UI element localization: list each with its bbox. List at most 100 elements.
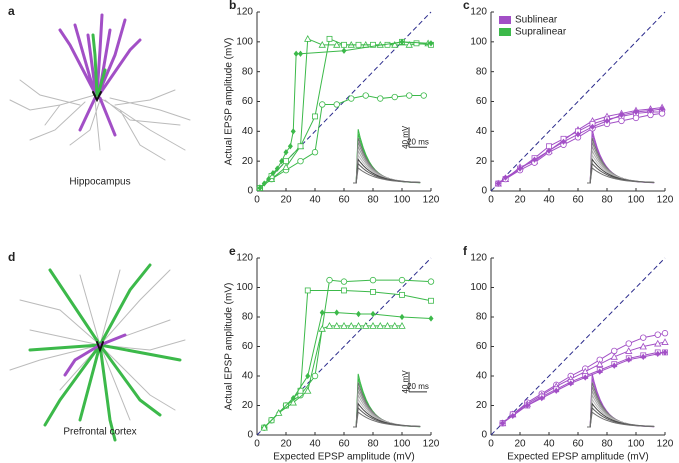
marker: [275, 409, 283, 416]
y-tick-label: 20: [242, 156, 254, 167]
marker: [319, 101, 326, 108]
series-line: [502, 351, 665, 424]
marker: [311, 372, 319, 380]
series-line: [263, 289, 432, 428]
y-tick-label: 100: [236, 36, 253, 47]
y-axis-label: Actual EPSP amplitude (mV): [224, 283, 235, 411]
marker: [334, 309, 340, 316]
x-tick-label: 20: [280, 439, 292, 450]
marker: [383, 322, 392, 329]
y-tick-label: 100: [470, 282, 487, 293]
x-tick-label: 60: [338, 439, 350, 450]
panel-label: d: [8, 250, 15, 264]
x-tick-label: 0: [254, 195, 260, 206]
marker: [618, 111, 625, 119]
y-tick-label: 60: [242, 341, 254, 352]
marker: [604, 117, 610, 125]
marker: [610, 352, 618, 360]
marker: [596, 360, 604, 368]
panel-label: c: [463, 0, 470, 12]
series-line: [497, 111, 663, 184]
panel-label: b: [229, 0, 236, 12]
x-tick-label: 80: [367, 439, 379, 450]
marker: [311, 149, 319, 156]
inset-trace: [587, 378, 655, 428]
marker: [575, 131, 581, 138]
x-tick-label: 40: [543, 439, 555, 450]
marker: [654, 331, 661, 338]
marker: [398, 276, 406, 284]
marker: [661, 338, 669, 345]
marker: [654, 339, 662, 347]
x-tick-label: 60: [572, 195, 584, 206]
marker: [341, 41, 347, 48]
marker: [639, 342, 647, 350]
x-tick-label: 100: [628, 195, 645, 206]
marker: [377, 95, 384, 102]
marker: [304, 287, 311, 294]
marker: [297, 50, 304, 57]
marker: [502, 174, 509, 181]
marker: [560, 138, 567, 145]
marker: [318, 324, 326, 332]
y-tick-label: 80: [242, 312, 254, 323]
y-tick-label: 20: [476, 156, 488, 167]
marker: [568, 380, 574, 387]
marker: [274, 165, 280, 172]
panel-label: f: [463, 244, 468, 258]
x-tick-label: 60: [338, 195, 350, 206]
y-tick-label: 80: [242, 66, 254, 77]
series-line: [263, 312, 432, 428]
marker: [406, 92, 413, 99]
marker: [283, 149, 289, 156]
y-tick-label: 20: [242, 400, 254, 411]
marker: [618, 117, 625, 125]
scale-y-label: 40 mV: [401, 125, 410, 149]
marker: [348, 95, 355, 102]
y-tick-label: 100: [470, 36, 487, 47]
inset-trace: [353, 167, 421, 184]
y-tick-label: 40: [476, 371, 488, 382]
marker: [391, 322, 399, 329]
y-tick-label: 0: [481, 186, 487, 197]
panel-label: a: [8, 4, 15, 18]
scale-x-label: 20 ms: [407, 382, 429, 391]
series-line: [259, 95, 424, 189]
panel-label: e: [229, 244, 236, 258]
x-tick-label: 40: [543, 195, 555, 206]
y-tick-label: 80: [476, 312, 488, 323]
marker: [282, 163, 290, 171]
marker: [369, 322, 377, 329]
x-tick-label: 120: [423, 195, 440, 206]
x-tick-label: 100: [394, 439, 411, 450]
y-tick-label: 0: [247, 430, 253, 441]
marker: [405, 40, 413, 48]
x-tick-label: 0: [488, 439, 494, 450]
y-tick-label: 40: [476, 126, 488, 137]
x-tick-label: 100: [628, 439, 645, 450]
marker: [655, 350, 661, 358]
y-tick-label: 120: [236, 253, 253, 264]
marker: [376, 322, 384, 329]
marker: [611, 362, 617, 369]
y-tick-label: 60: [476, 341, 488, 352]
y-tick-label: 80: [476, 66, 488, 77]
x-tick-label: 120: [657, 439, 674, 450]
marker: [287, 143, 293, 150]
legend-label: Supralinear: [515, 27, 567, 38]
marker: [531, 156, 538, 163]
x-tick-label: 20: [280, 195, 292, 206]
x-tick-label: 120: [657, 195, 674, 206]
marker: [633, 108, 639, 116]
morphology-a: [9, 13, 191, 161]
marker: [398, 322, 406, 329]
identity-line: [490, 11, 666, 192]
inset-trace: [587, 411, 655, 428]
marker: [611, 347, 618, 355]
marker: [495, 180, 501, 187]
series-line: [497, 112, 663, 184]
marker: [626, 356, 632, 363]
y-tick-label: 20: [476, 400, 488, 411]
marker: [625, 347, 633, 354]
caption: Hippocampus: [69, 177, 130, 188]
